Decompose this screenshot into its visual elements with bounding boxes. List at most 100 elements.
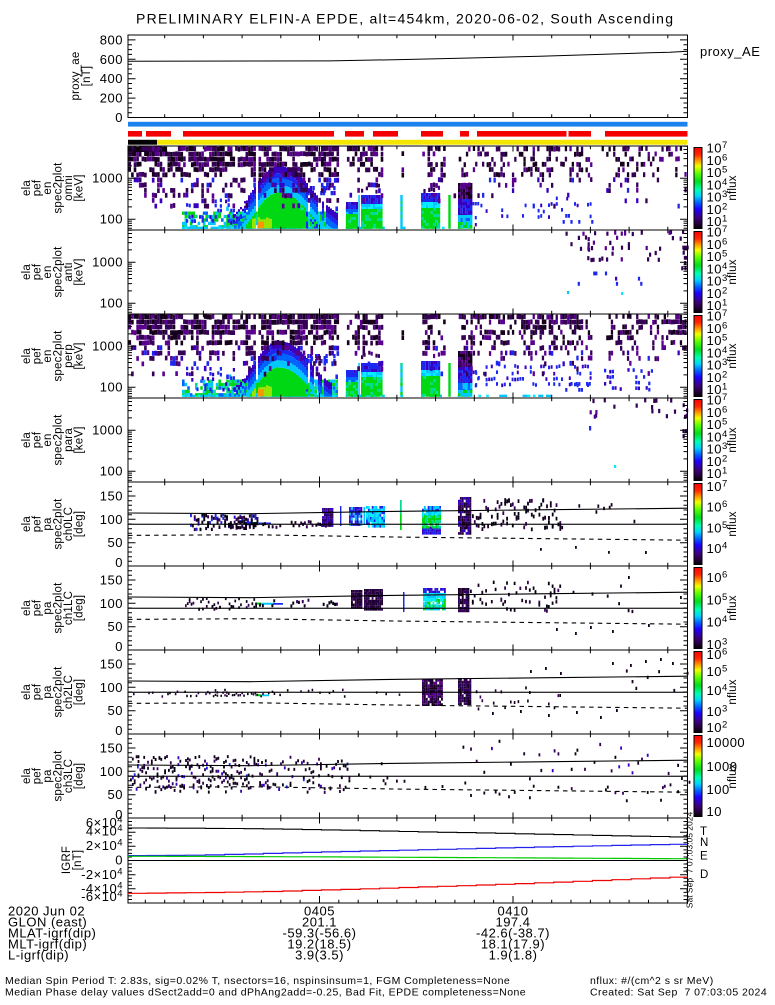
svg-text:pef: pef: [32, 515, 44, 532]
svg-text:Created: Sat Sep 7 07:03:05 2: Created: Sat Sep 7 07:03:05 2024: [590, 987, 767, 999]
svg-text:nflux: nflux: [727, 763, 739, 788]
svg-text:L-igrf(dip): L-igrf(dip): [8, 948, 69, 963]
svg-text:nflux: nflux: [727, 427, 739, 452]
svg-text:[deg]: [deg]: [74, 679, 86, 706]
svg-text:ela: ela: [21, 180, 33, 196]
svg-text:[nT]: [nT]: [81, 66, 93, 87]
svg-text:ela: ela: [21, 768, 33, 784]
svg-text:nflux: nflux: [727, 595, 739, 620]
svg-text:100: 100: [100, 464, 123, 479]
svg-text:0: 0: [115, 555, 123, 570]
svg-text:ela: ela: [21, 348, 33, 364]
svg-text:600: 600: [100, 52, 123, 67]
svg-text:150: 150: [100, 573, 123, 588]
svg-text:en: en: [42, 349, 54, 362]
svg-text:3.9(3.5): 3.9(3.5): [295, 948, 344, 963]
svg-text:ela: ela: [21, 600, 33, 616]
svg-text:1000: 1000: [92, 423, 123, 438]
svg-text:spec2plot: spec2plot: [53, 414, 65, 466]
svg-text:ch2LC: ch2LC: [63, 675, 75, 709]
svg-text:ela: ela: [21, 432, 33, 448]
svg-text:[deg]: [deg]: [74, 595, 86, 622]
svg-text:100: 100: [707, 782, 730, 797]
svg-text:proxy_AE: proxy_AE: [700, 44, 760, 59]
svg-text:150: 150: [100, 489, 123, 504]
svg-text:ch0LC: ch0LC: [63, 507, 75, 541]
svg-text:pef: pef: [32, 263, 44, 280]
svg-text:100: 100: [100, 596, 123, 611]
svg-text:anti: anti: [63, 262, 75, 281]
svg-text:nflux: nflux: [727, 679, 739, 704]
svg-text:perp: perp: [63, 344, 75, 368]
svg-text:201.1: 201.1: [302, 915, 337, 930]
svg-text:pa: pa: [42, 601, 54, 615]
svg-text:100: 100: [100, 212, 123, 227]
svg-text:Median Phase delay values dSec: Median Phase delay values dSect2add=0 an…: [5, 987, 526, 999]
svg-text:1000: 1000: [92, 339, 123, 354]
svg-text:pa: pa: [42, 685, 54, 699]
svg-text:proxy_ae: proxy_ae: [70, 52, 82, 101]
svg-text:spec2plot: spec2plot: [53, 666, 65, 718]
svg-text:en: en: [42, 265, 54, 278]
svg-text:[keV]: [keV]: [74, 426, 86, 453]
svg-text:0: 0: [115, 853, 123, 868]
svg-text:100: 100: [100, 512, 123, 527]
svg-text:1000: 1000: [92, 171, 123, 186]
svg-text:Sat Sep 7 07:03:05 2024: Sat Sep 7 07:03:05 2024: [685, 812, 695, 909]
svg-text:spec2plot: spec2plot: [53, 330, 65, 382]
svg-text:10000: 10000: [707, 735, 746, 750]
svg-text:D: D: [700, 869, 709, 881]
svg-text:pef: pef: [32, 683, 44, 700]
svg-text:pef: pef: [32, 431, 44, 448]
svg-text:0: 0: [115, 807, 123, 822]
svg-text:spec2plot: spec2plot: [53, 246, 65, 298]
svg-text:-6×104: -6×104: [81, 889, 123, 905]
svg-text:spec2plot: spec2plot: [53, 582, 65, 634]
svg-text:50: 50: [108, 535, 123, 550]
svg-text:nflux: nflux: [727, 511, 739, 536]
svg-text:-42.6(-38.7): -42.6(-38.7): [476, 926, 550, 941]
svg-text:2×104: 2×104: [86, 838, 123, 854]
svg-text:MLT-igrf(dip): MLT-igrf(dip): [8, 937, 87, 952]
svg-text:0: 0: [115, 110, 123, 125]
svg-text:nflux: nflux: [727, 343, 739, 368]
svg-text:ch3LC: ch3LC: [63, 759, 75, 793]
svg-text:100: 100: [100, 296, 123, 311]
svg-text:pa: pa: [42, 769, 54, 783]
svg-text:E: E: [700, 851, 708, 863]
svg-text:200: 200: [100, 91, 123, 106]
svg-text:100: 100: [100, 764, 123, 779]
svg-text:ela: ela: [21, 516, 33, 532]
svg-text:ela: ela: [21, 684, 33, 700]
svg-text:50: 50: [108, 787, 123, 802]
svg-text:-2×104: -2×104: [81, 866, 123, 882]
svg-text:2020 Jun 02: 2020 Jun 02: [8, 904, 85, 919]
svg-text:[keV]: [keV]: [74, 174, 86, 201]
svg-text:spec2plot: spec2plot: [53, 750, 65, 802]
svg-text:800: 800: [100, 32, 123, 47]
svg-text:10: 10: [707, 804, 722, 819]
svg-text:[nT]: [nT]: [72, 850, 84, 871]
svg-text:spec2plot: spec2plot: [53, 498, 65, 550]
svg-text:100: 100: [100, 380, 123, 395]
svg-text:pef: pef: [32, 767, 44, 784]
svg-text:150: 150: [100, 657, 123, 672]
svg-text:50: 50: [108, 703, 123, 718]
svg-text:pef: pef: [32, 599, 44, 616]
svg-text:ch1LC: ch1LC: [63, 591, 75, 625]
svg-text:19.2(18.5): 19.2(18.5): [287, 937, 351, 952]
svg-text:MLAT-igrf(dip): MLAT-igrf(dip): [8, 926, 96, 941]
svg-text:0: 0: [115, 723, 123, 738]
svg-text:pef: pef: [32, 179, 44, 196]
svg-text:N: N: [700, 837, 709, 849]
svg-text:Median Spin Period T: 2.83s, s: Median Spin Period T: 2.83s, sig=0.02% T…: [5, 975, 510, 987]
svg-text:1000: 1000: [92, 255, 123, 270]
svg-text:para: para: [63, 428, 75, 452]
svg-text:50: 50: [108, 619, 123, 634]
svg-text:[keV]: [keV]: [74, 258, 86, 285]
svg-text:PRELIMINARY ELFIN-A EPDE, alt=: PRELIMINARY ELFIN-A EPDE, alt=454km, 202…: [136, 11, 674, 27]
svg-text:-4×104: -4×104: [81, 881, 123, 897]
svg-text:en: en: [42, 181, 54, 194]
svg-text:pef: pef: [32, 347, 44, 364]
svg-text:[keV]: [keV]: [74, 342, 86, 369]
